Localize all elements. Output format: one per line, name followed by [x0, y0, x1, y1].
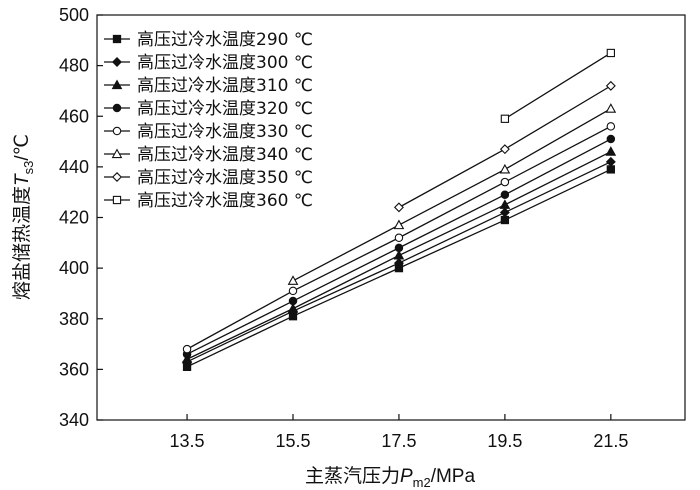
legend-item-4: 高压过冷水温度320 ℃ — [104, 99, 313, 119]
x-axis-title: 主蒸汽压力Pm2/MPa — [305, 465, 476, 490]
series-8-line — [504, 52, 612, 120]
series-5-point-15.5 — [288, 286, 298, 296]
y-tick-label-420: 420 — [59, 208, 89, 228]
series-6-point-15.5 — [287, 275, 299, 285]
series-1 — [182, 165, 615, 371]
x-axis-title-var: P — [400, 466, 413, 487]
x-axis-title-main: 主蒸汽压力 — [305, 465, 400, 487]
series-4-point-19.5 — [500, 190, 510, 199]
y-tick-label-460: 460 — [59, 106, 89, 126]
series-5-point-13.5 — [182, 344, 192, 354]
series-6-point-19.5 — [499, 163, 511, 174]
y-tick-label-500: 500 — [59, 5, 89, 25]
y-axis-title-unit: /℃ — [12, 134, 33, 161]
legend-item-1: 高压过冷水温度290 ℃ — [104, 30, 313, 50]
series-4-point-21.5 — [606, 134, 616, 144]
legend-label-3: 高压过冷水温度310 ℃ — [137, 76, 313, 96]
legend-label-7: 高压过冷水温度350 ℃ — [137, 168, 313, 188]
y-axis-title-main: 熔盐储热温度 — [11, 186, 33, 300]
legend-marker-3 — [111, 79, 123, 90]
legend-marker-1 — [112, 34, 122, 44]
series-3-point-17.5 — [393, 249, 405, 260]
legend-marker-7 — [112, 172, 122, 182]
series-2-point-19.5 — [499, 207, 510, 218]
series-3-point-15.5 — [287, 303, 299, 313]
series-8-point-19.5 — [500, 114, 510, 123]
series-group — [181, 48, 617, 371]
x-axis: 13.5 15.5 17.5 19.5 21.5 — [170, 414, 628, 451]
series-2-point-17.5 — [393, 258, 404, 269]
series-7 — [393, 80, 616, 213]
series-2-point-21.5 — [605, 156, 616, 167]
legend-item-7: 高压过冷水温度350 ℃ — [104, 168, 313, 188]
x-tick-label-15.5: 15.5 — [275, 431, 310, 451]
series-5 — [182, 122, 616, 354]
series-3 — [181, 146, 617, 364]
series-3-point-19.5 — [499, 199, 511, 209]
series-3-point-13.5 — [181, 353, 193, 364]
x-tick-label-21.5: 21.5 — [593, 431, 628, 451]
y-tick-label-360: 360 — [59, 359, 89, 379]
legend-marker-4 — [112, 103, 122, 113]
series-6-line — [292, 108, 612, 282]
series-6-point-17.5 — [393, 219, 405, 230]
series-1-point-19.5 — [500, 215, 510, 225]
y-tick-label-340: 340 — [59, 410, 89, 430]
series-4-point-15.5 — [288, 296, 298, 306]
series-8-point-21.5 — [606, 48, 615, 58]
x-tick-label-13.5: 13.5 — [170, 431, 205, 451]
legend-label-4: 高压过冷水温度320 ℃ — [137, 99, 313, 119]
series-5-point-17.5 — [394, 233, 404, 243]
y-axis-title: 熔盐储热温度Ts3/℃ — [11, 134, 36, 300]
series-5-point-19.5 — [500, 177, 510, 187]
y-tick-label-400: 400 — [59, 258, 89, 278]
legend-marker-2 — [112, 57, 122, 67]
y-axis-title-sub: s3 — [21, 161, 36, 175]
series-6-point-21.5 — [605, 103, 617, 113]
y-tick-label-440: 440 — [59, 157, 89, 177]
legend-label-2: 高压过冷水温度300 ℃ — [137, 53, 313, 73]
series-2 — [182, 156, 616, 367]
x-tick-label-19.5: 19.5 — [487, 431, 522, 451]
legend-marker-6 — [111, 148, 123, 159]
legend-label-6: 高压过冷水温度340 ℃ — [137, 145, 313, 165]
y-axis: 340 360 380 400 420 440 460 480 500 — [59, 5, 103, 430]
x-tick-label-17.5: 17.5 — [381, 431, 416, 451]
legend-label-8: 高压过冷水温度360 ℃ — [137, 191, 313, 211]
legend-label-1: 高压过冷水温度290 ℃ — [137, 30, 313, 50]
legend: 高压过冷水温度290 ℃ 高压过冷水温度300 ℃ 高压过冷水温度310 ℃ 高压过冷… — [104, 30, 313, 211]
series-8 — [500, 48, 615, 123]
y-tick-label-480: 480 — [59, 56, 89, 76]
legend-item-3: 高压过冷水温度310 ℃ — [104, 76, 313, 96]
legend-label-5: 高压过冷水温度330 ℃ — [137, 122, 313, 142]
series-7-point-19.5 — [499, 144, 510, 155]
series-6 — [287, 103, 617, 285]
series-7-point-21.5 — [605, 80, 616, 91]
legend-marker-8 — [112, 195, 122, 205]
legend-item-8: 高压过冷水温度360 ℃ — [104, 191, 313, 211]
x-axis-title-unit: /MPa — [431, 466, 476, 487]
series-3-point-21.5 — [605, 146, 617, 156]
series-4-point-17.5 — [394, 243, 404, 253]
series-5-point-21.5 — [606, 122, 616, 131]
y-axis-title-var: T — [12, 173, 33, 186]
x-axis-title-sub: m2 — [413, 475, 431, 490]
legend-marker-5 — [112, 126, 122, 136]
legend-item-2: 高压过冷水温度300 ℃ — [104, 53, 313, 73]
legend-item-6: 高压过冷水温度340 ℃ — [104, 145, 313, 165]
series-1-point-21.5 — [606, 165, 615, 174]
series-4 — [182, 134, 616, 359]
series-7-point-17.5 — [393, 202, 404, 213]
legend-item-5: 高压过冷水温度330 ℃ — [104, 122, 313, 142]
y-tick-label-380: 380 — [59, 309, 89, 329]
